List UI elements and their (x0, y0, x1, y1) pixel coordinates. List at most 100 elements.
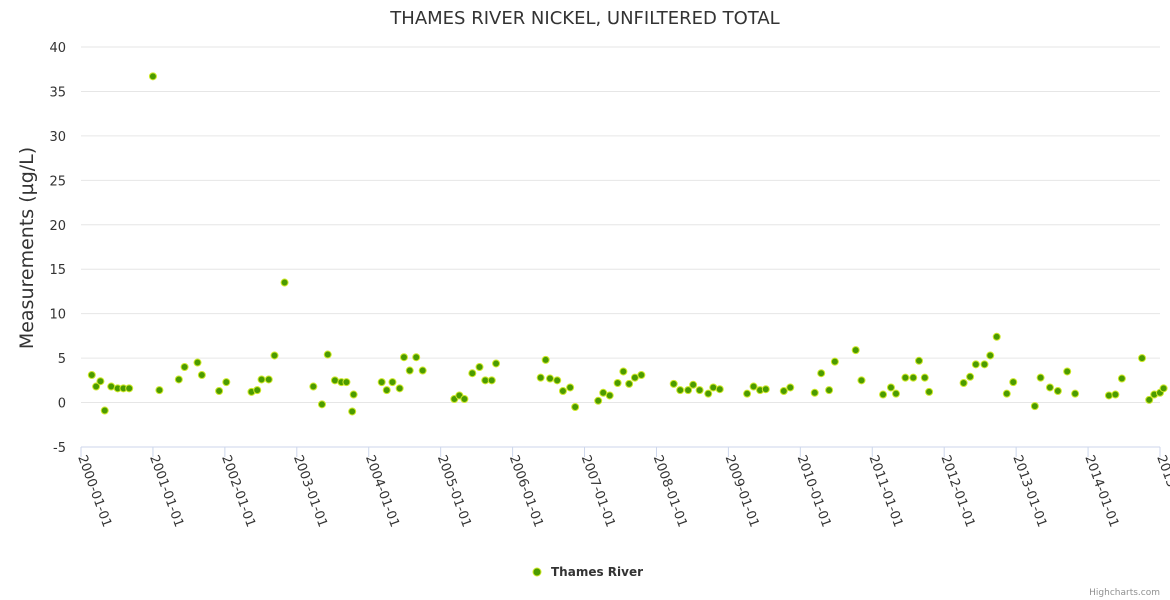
data-point[interactable] (1104, 391, 1113, 400)
data-point[interactable] (475, 363, 484, 371)
data-point[interactable] (253, 386, 262, 395)
data-point[interactable] (349, 390, 358, 399)
data-point[interactable] (749, 382, 758, 391)
data-point[interactable] (1145, 395, 1154, 404)
data-point[interactable] (825, 386, 834, 395)
data-point[interactable] (1138, 354, 1147, 363)
data-point[interactable] (915, 356, 924, 365)
data-point[interactable] (460, 395, 469, 403)
data-point[interactable] (541, 355, 550, 364)
legend[interactable]: Thames River (532, 565, 643, 579)
data-point[interactable] (399, 353, 408, 362)
data-point[interactable] (959, 379, 968, 387)
data-point[interactable] (715, 385, 724, 394)
data-point[interactable] (925, 387, 934, 396)
data-point[interactable] (992, 332, 1001, 341)
data-point[interactable] (481, 376, 490, 385)
data-point[interactable] (594, 396, 603, 405)
data-point[interactable] (148, 72, 157, 81)
data-point[interactable] (180, 363, 189, 371)
data-point[interactable] (1111, 390, 1120, 399)
data-point[interactable] (412, 353, 421, 362)
data-point[interactable] (1009, 378, 1018, 387)
data-point[interactable] (669, 379, 678, 388)
data-point[interactable] (155, 386, 164, 395)
data-point[interactable] (280, 278, 289, 287)
data-point[interactable] (709, 383, 718, 392)
data-point[interactable] (743, 389, 752, 398)
data-point[interactable] (553, 376, 562, 385)
data-point[interactable] (382, 386, 391, 395)
data-point[interactable] (613, 379, 622, 387)
data-point[interactable] (317, 400, 326, 409)
data-point[interactable] (779, 387, 788, 395)
data-point[interactable] (468, 369, 477, 378)
data-point[interactable] (892, 389, 901, 398)
data-point[interactable] (1063, 367, 1072, 376)
data-point[interactable] (684, 386, 693, 395)
data-point[interactable] (405, 366, 414, 375)
data-point[interactable] (1002, 389, 1011, 398)
data-point[interactable] (851, 346, 860, 355)
data-point[interactable] (222, 378, 231, 387)
data-point[interactable] (125, 384, 134, 393)
data-point[interactable] (857, 376, 866, 385)
data-point[interactable] (901, 373, 910, 382)
data-point[interactable] (264, 375, 273, 384)
data-point[interactable] (786, 383, 795, 392)
data-point[interactable] (1117, 374, 1126, 383)
data-point[interactable] (1053, 387, 1062, 395)
data-point[interactable] (388, 378, 397, 387)
series-thames-river[interactable] (87, 72, 1168, 416)
data-point[interactable] (676, 386, 685, 395)
data-point[interactable] (599, 388, 608, 397)
data-point[interactable] (1071, 389, 1080, 398)
data-point[interactable] (323, 350, 332, 359)
data-point[interactable] (704, 389, 713, 398)
data-point[interactable] (980, 360, 989, 369)
data-point[interactable] (637, 371, 646, 379)
data-point[interactable] (546, 374, 555, 383)
data-point[interactable] (830, 357, 839, 366)
data-point[interactable] (879, 390, 888, 399)
data-point[interactable] (215, 387, 224, 395)
data-point[interactable] (309, 382, 318, 391)
data-point[interactable] (605, 391, 614, 400)
data-point[interactable] (536, 373, 545, 382)
data-point[interactable] (625, 379, 634, 388)
data-point[interactable] (492, 359, 501, 368)
data-point[interactable] (348, 407, 357, 416)
data-point[interactable] (92, 382, 101, 391)
data-point[interactable] (330, 376, 339, 385)
data-point[interactable] (257, 375, 266, 384)
data-point[interactable] (87, 371, 96, 379)
data-point[interactable] (1030, 402, 1039, 411)
data-point[interactable] (566, 383, 575, 392)
data-point[interactable] (100, 406, 109, 415)
data-point[interactable] (270, 351, 279, 360)
data-point[interactable] (571, 403, 580, 411)
data-point[interactable] (909, 373, 918, 382)
data-point[interactable] (418, 366, 427, 375)
data-point[interactable] (107, 382, 116, 391)
data-point[interactable] (395, 384, 404, 393)
data-point[interactable] (971, 360, 980, 369)
data-point[interactable] (1159, 384, 1168, 393)
data-point[interactable] (695, 386, 704, 395)
legend-item-thames-river[interactable]: Thames River (551, 565, 643, 579)
data-point[interactable] (630, 373, 639, 382)
credits-link[interactable]: Highcharts.com (1089, 588, 1160, 598)
data-point[interactable] (1045, 383, 1054, 392)
data-point[interactable] (487, 376, 496, 385)
data-point[interactable] (886, 383, 895, 392)
data-point[interactable] (966, 372, 975, 381)
data-point[interactable] (1036, 373, 1045, 382)
data-point[interactable] (619, 367, 628, 376)
data-point[interactable] (920, 373, 929, 382)
data-point[interactable] (986, 351, 995, 360)
data-point[interactable] (342, 378, 351, 387)
data-point[interactable] (810, 388, 819, 397)
data-point[interactable] (96, 377, 105, 386)
data-point[interactable] (689, 380, 698, 389)
data-point[interactable] (197, 371, 206, 379)
